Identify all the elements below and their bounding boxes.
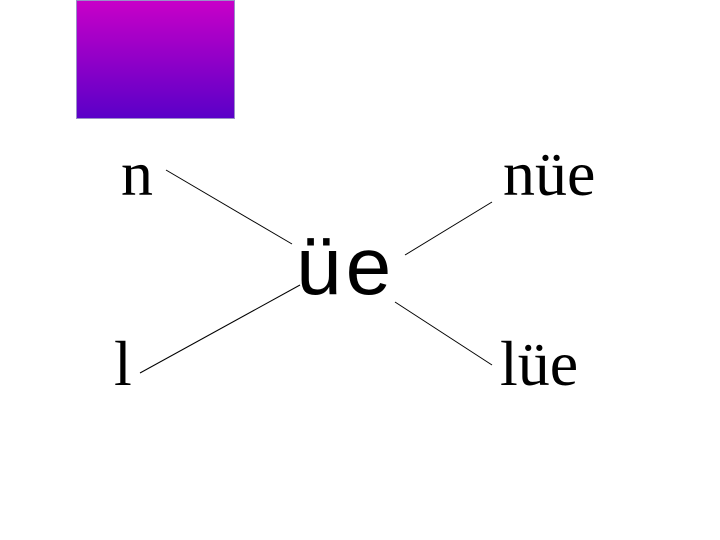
connector-center-to-nue — [404, 201, 493, 256]
connector-n-to-center — [165, 169, 293, 245]
initial-l-label: l — [114, 328, 132, 399]
connector-center-to-lue — [394, 301, 493, 366]
result-nue-label: nüe — [503, 138, 596, 209]
result-lue-label: lüe — [500, 328, 579, 399]
gradient-swatch — [76, 0, 235, 119]
initial-n-label: n — [121, 138, 153, 209]
center-final-label: üe — [296, 221, 396, 312]
connector-l-to-center — [139, 284, 301, 374]
